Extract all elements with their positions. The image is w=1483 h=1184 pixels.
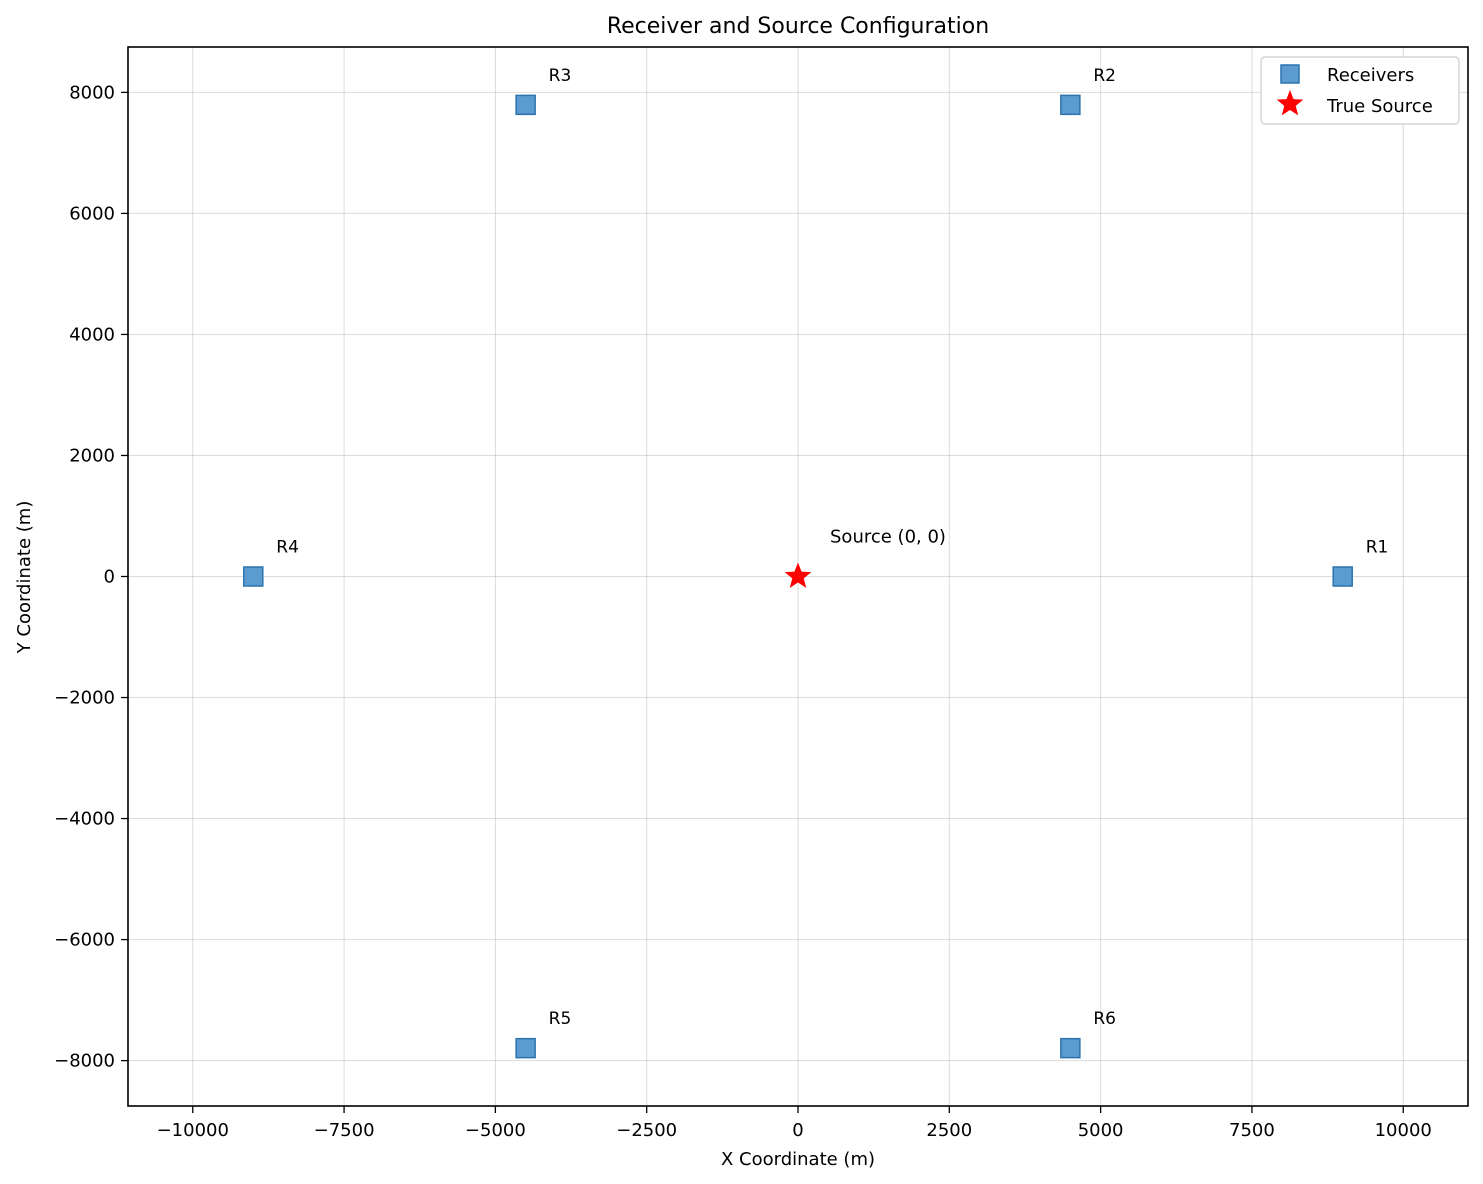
x-tick-label: 5000 — [1078, 1120, 1124, 1141]
y-tick-label: 2000 — [69, 445, 115, 466]
receiver-label: R6 — [1093, 1009, 1116, 1029]
x-tick-label: 10000 — [1375, 1120, 1432, 1141]
receiver-marker — [1060, 94, 1081, 116]
receiver-label: R3 — [549, 66, 572, 86]
legend-star-shape — [1276, 90, 1304, 116]
receiver-marker — [515, 1037, 536, 1059]
source-label: Source (0, 0) — [830, 527, 946, 548]
y-axis-ticks: −8000 −6000 −4000 −2000 0 2000 4000 6000 8000 — [54, 82, 128, 1072]
y-tick-label: −2000 — [54, 688, 115, 709]
y-axis-title: Y Coordinate (m) — [14, 501, 35, 655]
legend: Receivers True Source — [1260, 56, 1460, 125]
y-tick-label: 4000 — [69, 324, 115, 345]
y-tick-label: 8000 — [69, 82, 115, 103]
chart-title: Receiver and Source Configuration — [607, 14, 989, 39]
x-tick-label: −2500 — [616, 1120, 677, 1141]
x-tick-label: 2500 — [926, 1120, 972, 1141]
legend-true-source-marker — [1276, 90, 1304, 116]
receiver-marker — [243, 566, 264, 587]
point-labels: R1 R2 R3 R4 R5 R6 Source (0, 0) — [276, 66, 1388, 1029]
legend-true-source-label: True Source — [1326, 96, 1433, 117]
legend-box — [1260, 56, 1460, 125]
x-axis-title: X Coordinate (m) — [721, 1149, 875, 1170]
receiver-label: R1 — [1366, 538, 1389, 558]
y-tick-label: −6000 — [54, 930, 115, 951]
y-tick-label: −8000 — [54, 1051, 115, 1072]
data-points — [243, 94, 1353, 1059]
y-tick-label: 0 — [104, 567, 115, 588]
receiver-label: R2 — [1093, 66, 1116, 86]
receiver-label: R5 — [549, 1009, 572, 1029]
x-tick-label: −10000 — [157, 1120, 229, 1141]
receiver-marker — [1060, 1037, 1081, 1059]
x-tick-label: 0 — [792, 1120, 803, 1141]
receiver-label: R4 — [276, 538, 299, 558]
legend-receivers-label: Receivers — [1327, 65, 1414, 86]
x-tick-label: −7500 — [314, 1120, 375, 1141]
receiver-marker — [515, 94, 536, 116]
y-tick-label: −4000 — [54, 809, 115, 830]
true-source-marker — [784, 562, 812, 588]
y-tick-label: 6000 — [69, 203, 115, 224]
x-tick-label: 7500 — [1229, 1120, 1275, 1141]
x-tick-label: −5000 — [465, 1120, 526, 1141]
receiver-marker — [1332, 566, 1353, 587]
legend-receivers-marker — [1280, 64, 1300, 84]
x-axis-ticks: −10000 −7500 −5000 −2500 0 2500 5000 7500 10000 — [157, 1106, 1432, 1141]
